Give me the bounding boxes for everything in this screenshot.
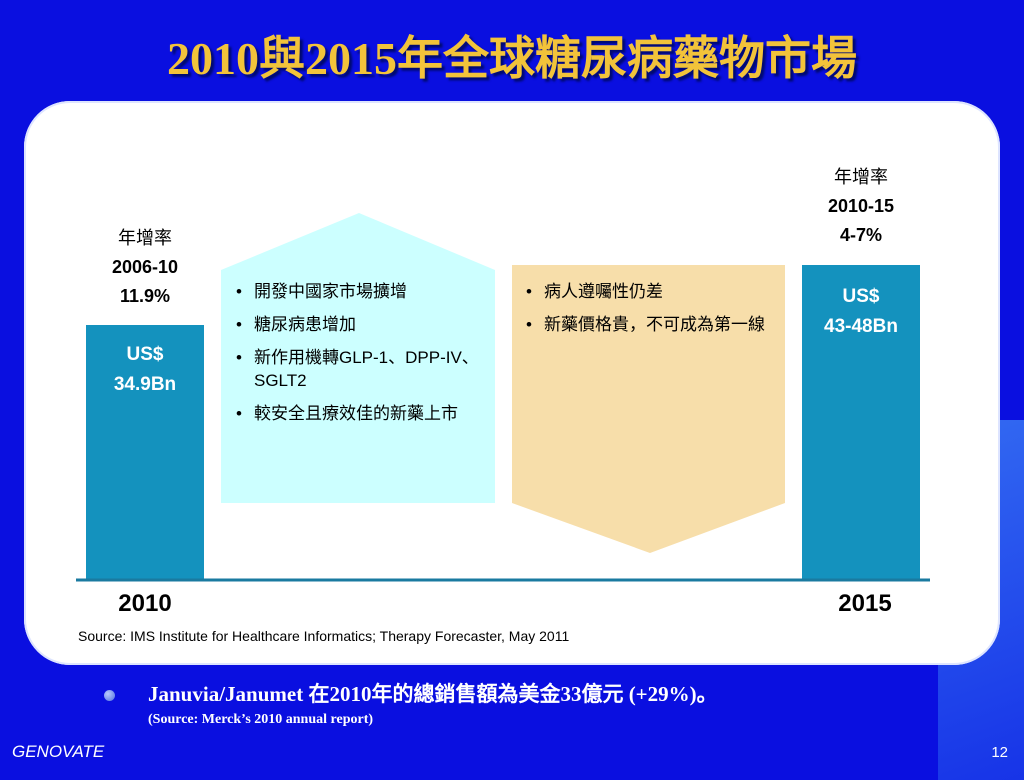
inhibitor-item: 新藥價格貴，不可成為第一線 — [522, 313, 772, 336]
bar-value-label-2015: US$ 43-48Bn — [802, 282, 920, 342]
x-tick-2015: 2015 — [838, 590, 892, 617]
bar-2010 — [86, 325, 204, 579]
growth-period: 2010-15 — [827, 196, 895, 216]
growth-rate: 11.9% — [119, 286, 171, 306]
x-tick-2010: 2010 — [118, 590, 172, 617]
sales-note-source: (Source: Merck’s 2010 annual report) — [148, 712, 374, 727]
bar-value-label-2010: US$ 34.9Bn — [86, 340, 204, 400]
driver-item: 糖尿病患增加 — [232, 313, 482, 336]
growth-drivers-list: 開發中國家市場擴增 糖尿病患增加 新作用機轉GLP-1、DPP-IV、SGLT2… — [232, 280, 482, 435]
value-amount: 34.9Bn — [113, 374, 177, 395]
growth-rate: 4-7% — [839, 225, 883, 245]
value-amount: 43-48Bn — [824, 316, 898, 337]
growth-label-2010: 年增率 2006-10 11.9% — [80, 224, 210, 311]
growth-header: 年增率 — [834, 167, 888, 187]
value-prefix: US$ — [126, 344, 164, 365]
inhibitors-list: 病人遵囑性仍差 新藥價格貴，不可成為第一線 — [522, 280, 772, 346]
bullet-icon — [104, 690, 115, 701]
driver-item: 開發中國家市場擴增 — [232, 280, 482, 303]
growth-label-2015: 年增率 2010-15 4-7% — [796, 163, 926, 250]
driver-item: 較安全且療效佳的新藥上市 — [232, 402, 482, 425]
inhibitor-item: 病人遵囑性仍差 — [522, 280, 772, 303]
inhibitors-arrow — [512, 265, 785, 553]
growth-header: 年增率 — [118, 228, 172, 248]
driver-item: 新作用機轉GLP-1、DPP-IV、SGLT2 — [232, 346, 482, 392]
value-prefix: US$ — [842, 286, 880, 307]
page-number: 12 — [991, 744, 1008, 761]
bar-2015 — [802, 265, 920, 579]
slide-title: 2010與2015年全球糖尿病藥物市場 — [167, 33, 857, 84]
source-caption: Source: IMS Institute for Healthcare Inf… — [78, 628, 570, 644]
sales-note: Januvia/Janumet 在2010年的總銷售額為美金33億元 (+29%… — [148, 682, 718, 706]
growth-period: 2006-10 — [111, 257, 179, 277]
footer-brand: GENOVATE — [12, 742, 105, 761]
